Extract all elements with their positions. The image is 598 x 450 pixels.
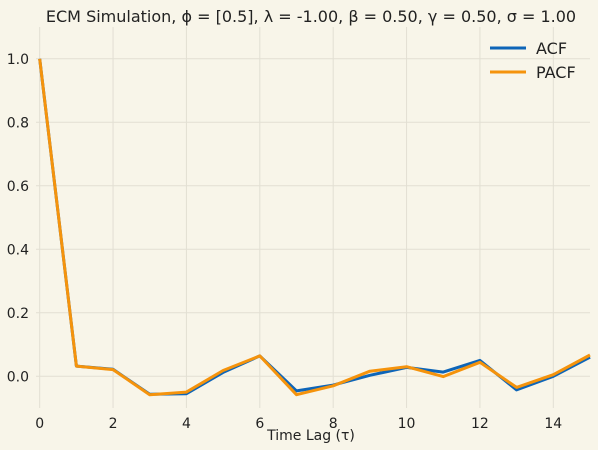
y-tick-label: 0.0 <box>7 369 29 385</box>
x-tick-labels: 0 2 4 6 8 10 12 14 <box>35 416 562 432</box>
legend-label-pacf: PACF <box>536 63 576 82</box>
y-tick-label: 0.2 <box>7 306 29 322</box>
x-tick-label: 4 <box>182 416 191 432</box>
x-tick-label: 2 <box>109 416 118 432</box>
legend: ACF PACF <box>490 39 576 82</box>
y-tick-label: 0.8 <box>7 115 29 131</box>
y-tick-labels: 0.0 0.2 0.4 0.6 0.8 1.0 <box>7 52 29 386</box>
x-tick-label: 0 <box>35 416 44 432</box>
x-axis-label: Time Lag (τ) <box>266 428 355 444</box>
x-tick-label: 12 <box>471 416 489 432</box>
y-tick-label: 0.6 <box>7 179 29 195</box>
series-lines <box>38 58 591 397</box>
x-tick-label: 10 <box>398 416 416 432</box>
x-tick-label: 6 <box>255 416 264 432</box>
x-tick-label: 14 <box>544 416 562 432</box>
grid <box>36 27 590 408</box>
y-tick-label: 0.4 <box>7 242 29 258</box>
y-tick-label: 1.0 <box>7 52 29 68</box>
legend-label-acf: ACF <box>536 39 567 58</box>
chart-title: ECM Simulation, ϕ = [0.5], λ = -1.00, β … <box>46 7 576 26</box>
series-line-pacf <box>38 58 591 397</box>
x-tick-label: 8 <box>329 416 338 432</box>
